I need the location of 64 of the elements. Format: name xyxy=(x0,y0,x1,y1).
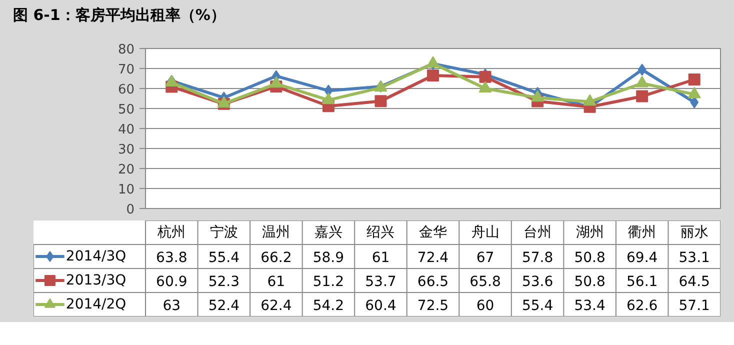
data-label: 51.2 xyxy=(312,274,344,290)
x-tick-label: 温州 xyxy=(262,224,290,240)
data-label: 57.8 xyxy=(522,250,554,266)
y-tick-label: 70 xyxy=(118,62,135,78)
data-label: 57.1 xyxy=(678,298,710,314)
legend-label: 2014/2Q xyxy=(66,296,126,312)
data-label: 63 xyxy=(162,298,181,314)
data-label: 64.5 xyxy=(678,274,710,290)
point xyxy=(322,92,335,104)
y-tick-label: 30 xyxy=(118,142,135,158)
point xyxy=(427,70,439,82)
data-label: 60.9 xyxy=(156,274,188,290)
data-label: 53.6 xyxy=(522,274,554,290)
point xyxy=(479,70,492,83)
x-tick-label: 湖州 xyxy=(576,224,604,240)
legend-label: 2013/3Q xyxy=(66,272,126,288)
data-label: 55.4 xyxy=(208,250,240,266)
point xyxy=(688,74,700,86)
chart-title: 图 6-1：客房平均出租率（%） xyxy=(13,5,226,26)
y-tick-label: 60 xyxy=(118,82,135,98)
data-label: 50.8 xyxy=(574,274,606,290)
data-label: 65.8 xyxy=(470,274,501,290)
x-tick-label: 台州 xyxy=(524,224,552,240)
x-tick-label: 嘉兴 xyxy=(314,224,342,240)
point xyxy=(374,95,387,108)
x-tick-label: 舟山 xyxy=(471,224,500,240)
data-label: 56.1 xyxy=(626,274,658,290)
data-label: 52.3 xyxy=(208,274,240,290)
data-label: 54.2 xyxy=(312,298,344,314)
x-tick-label: 宁波 xyxy=(210,224,238,240)
data-label: 55.4 xyxy=(522,298,554,314)
y-tick-label: 40 xyxy=(118,122,135,138)
y-tick-label: 80 xyxy=(118,42,135,58)
data-label: 63.8 xyxy=(156,250,188,266)
data-label: 61 xyxy=(267,274,286,290)
data-label: 61 xyxy=(372,250,390,266)
data-label: 50.8 xyxy=(574,250,606,266)
x-tick-label: 杭州 xyxy=(156,224,186,240)
point xyxy=(636,90,648,102)
data-label: 66.5 xyxy=(417,274,449,290)
y-tick-label: 20 xyxy=(118,162,135,178)
data-label: 60 xyxy=(476,298,494,314)
data-label: 62.6 xyxy=(626,298,658,314)
data-label: 62.4 xyxy=(260,298,292,314)
x-tick-label: 丽水 xyxy=(680,224,708,240)
data-label: 69.4 xyxy=(626,250,658,266)
legend-label: 2014/3Q xyxy=(66,248,126,264)
data-label: 60.4 xyxy=(365,298,396,314)
data-label: 53.1 xyxy=(678,250,710,266)
y-tick-label: 50 xyxy=(118,102,135,118)
x-tick-label: 衢州 xyxy=(628,224,656,240)
data-label: 66.2 xyxy=(260,250,292,266)
data-label: 72.4 xyxy=(417,250,449,266)
data-label: 53.7 xyxy=(365,274,396,290)
y-tick-label: 10 xyxy=(118,182,135,198)
data-label: 67 xyxy=(476,250,494,266)
data-label: 58.9 xyxy=(312,250,344,266)
point xyxy=(638,64,646,76)
data-label: 52.4 xyxy=(208,298,240,314)
data-label: 53.4 xyxy=(574,298,606,314)
y-tick-label: 0 xyxy=(126,202,135,218)
x-tick-label: 金华 xyxy=(419,224,447,240)
data-label: 72.5 xyxy=(417,298,449,314)
x-tick-label: 绍兴 xyxy=(366,224,395,240)
